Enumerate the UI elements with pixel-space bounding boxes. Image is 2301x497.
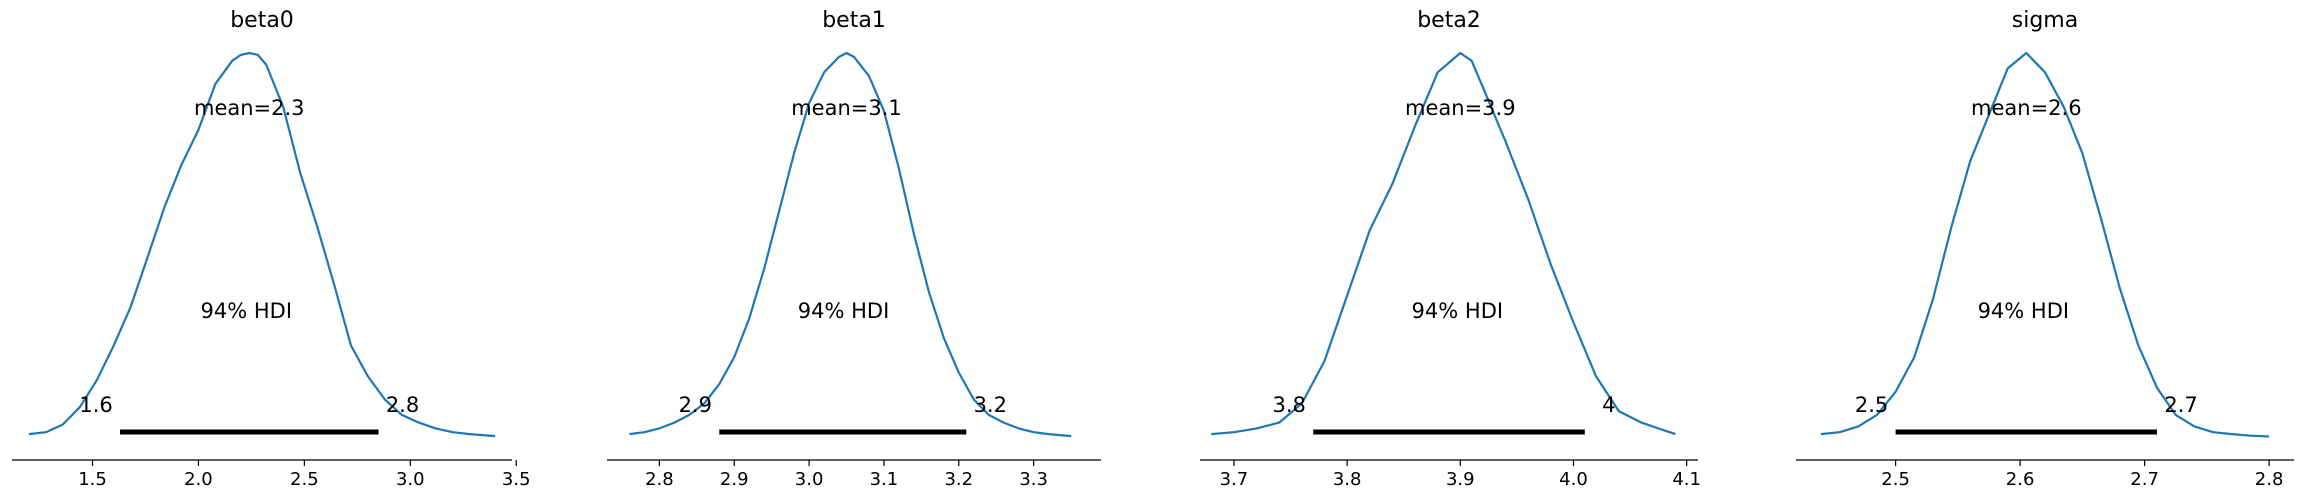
x-tick-label: 1.5 [78, 469, 107, 490]
density-curve [28, 51, 496, 438]
x-tick-label: 2.8 [645, 469, 674, 490]
x-tick-label: 2.0 [184, 469, 213, 490]
hdi-label: 94% HDI [1978, 299, 2070, 323]
hdi-label: 94% HDI [798, 299, 890, 323]
panel-title: beta1 [822, 8, 886, 33]
x-tick-label: 3.1 [870, 469, 899, 490]
hdi-high-label: 3.2 [974, 393, 1007, 417]
x-tick-label: 3.0 [396, 469, 425, 490]
hdi-low-label: 3.8 [1272, 393, 1305, 417]
panel-beta0: beta0 mean=2.3 94% HDI 1.6 2.8 1.5 2.0 2.5 3.0 3.… [12, 8, 531, 490]
panel-sigma: sigma mean=2.6 94% HDI 2.5 2.7 2.5 2.6 2.7 2.8 [1796, 8, 2294, 490]
hdi-low-label: 2.5 [1855, 393, 1888, 417]
x-tick-label: 3.5 [502, 469, 531, 490]
x-tick-label: 3.9 [1446, 469, 1475, 490]
hdi-low-label: 2.9 [679, 393, 712, 417]
x-tick-label: 2.7 [2130, 469, 2159, 490]
density-curve [629, 51, 1072, 438]
x-tick-label: 3.0 [795, 469, 824, 490]
hdi-low-label: 1.6 [79, 393, 112, 417]
hdi-high-label: 4 [1602, 393, 1615, 417]
density-curve [1820, 51, 2270, 438]
x-tick-label: 4.0 [1559, 469, 1588, 490]
x-tick-label: 2.9 [720, 469, 749, 490]
hdi-label: 94% HDI [1412, 299, 1504, 323]
panel-title: beta0 [230, 8, 294, 33]
x-tick-label: 2.8 [2255, 469, 2284, 490]
mean-label: mean=2.3 [194, 96, 305, 120]
x-tick-label: 2.5 [290, 469, 319, 490]
density-curve [1211, 51, 1676, 436]
x-tick-label: 3.8 [1333, 469, 1362, 490]
x-tick-label: 3.7 [1220, 469, 1249, 490]
x-tick-label: 2.6 [2006, 469, 2035, 490]
hdi-label: 94% HDI [201, 299, 293, 323]
x-tick-label: 2.5 [1881, 469, 1910, 490]
panel-beta1: beta1 mean=3.1 94% HDI 2.9 3.2 2.8 2.9 3.0 3.1 3.… [607, 8, 1101, 490]
x-tick-label: 4.1 [1672, 469, 1701, 490]
x-tick-label: 3.2 [944, 469, 973, 490]
x-tick-label: 3.3 [1019, 469, 1048, 490]
panel-title: beta2 [1417, 8, 1481, 33]
panel-title: sigma [2012, 8, 2078, 33]
hdi-high-label: 2.7 [2164, 393, 2197, 417]
mean-label: mean=2.6 [1971, 96, 2082, 120]
hdi-high-label: 2.8 [386, 393, 419, 417]
panel-beta2: beta2 mean=3.9 94% HDI 3.8 4 3.7 3.8 3.9 4.0 4.1 [1200, 8, 1701, 490]
mean-label: mean=3.1 [791, 96, 902, 120]
mean-label: mean=3.9 [1405, 96, 1516, 120]
